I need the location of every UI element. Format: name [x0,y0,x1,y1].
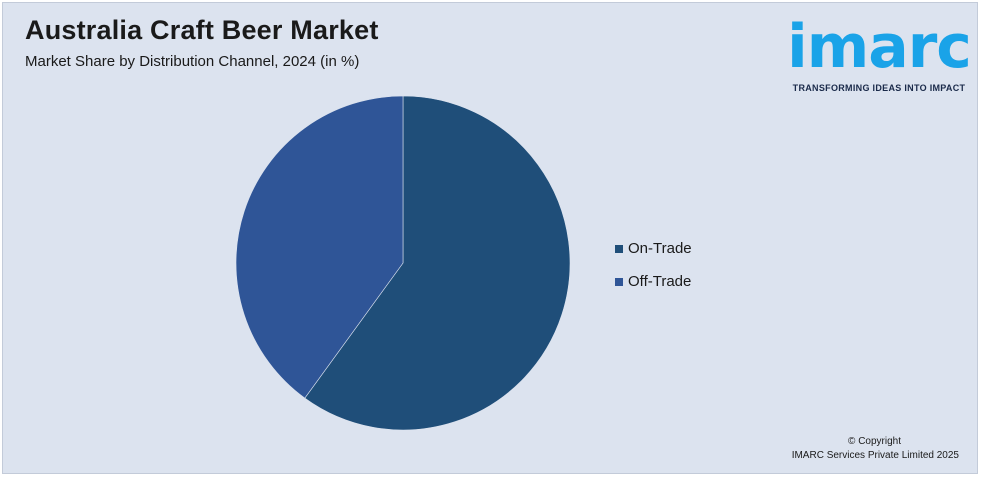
legend-label-off-trade: Off-Trade [628,273,692,290]
chart-title: Australia Craft Beer Market [25,15,379,45]
chart-subtitle: Market Share by Distribution Channel, 20… [25,53,360,70]
copyright-line-1: © Copyright [848,436,901,447]
legend-item-off-trade: Off-Trade [615,265,692,298]
legend-swatch-on-trade [615,244,623,253]
chart-legend: On-Trade Off-Trade [615,232,692,298]
logo-wordmark: imarc [787,12,972,82]
pie-chart [235,95,571,431]
pie-slice-off-trade [235,95,404,399]
copyright-line-2: IMARC Services Private Limited 2025 [791,450,959,461]
legend-item-on-trade: On-Trade [615,232,692,265]
imarc-logo: imarc TRANSFORMING IDEAS INTO IMPACT [781,12,977,97]
logo-tagline: TRANSFORMING IDEAS INTO IMPACT [792,83,966,93]
legend-label-on-trade: On-Trade [628,240,692,257]
copyright-notice: © Copyright IMARC Services Private Limit… [792,435,959,463]
pie-slice-on-trade [304,95,571,431]
legend-swatch-off-trade [615,277,623,286]
